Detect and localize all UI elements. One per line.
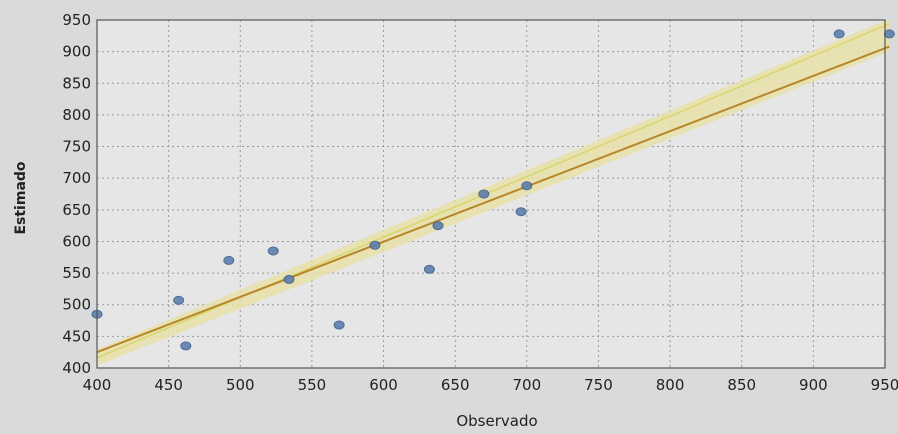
x-tick-label: 900 (799, 376, 828, 394)
y-tick-label: 550 (62, 264, 91, 282)
x-tick-label: 500 (226, 376, 255, 394)
data-point (833, 29, 845, 39)
data-points (91, 29, 895, 351)
y-tick-label: 400 (62, 359, 91, 377)
data-point (883, 29, 895, 39)
regression-line (96, 45, 890, 354)
plot-border (96, 19, 886, 369)
data-point (515, 207, 527, 217)
trend-lines (96, 23, 890, 359)
y-tick-label: 750 (62, 138, 91, 156)
y-tick-label: 450 (62, 327, 91, 345)
data-point (432, 221, 444, 231)
y-tick-labels: 400 450 500 550 600 650 700 750 800 850 900 950 (62, 11, 91, 377)
x-tick-label: 600 (369, 376, 398, 394)
x-tick-label: 650 (441, 376, 470, 394)
x-tick-label: 800 (656, 376, 685, 394)
data-point (369, 240, 381, 250)
y-axis-label: Estimado (13, 161, 29, 234)
x-tick-label: 400 (83, 376, 112, 394)
x-tick-label: 550 (298, 376, 327, 394)
data-point (423, 264, 435, 274)
y-tick-label: 850 (62, 74, 91, 92)
data-point (223, 255, 235, 265)
x-tick-label: 950 (871, 376, 898, 394)
y-tick-label: 950 (62, 11, 91, 29)
x-tick-label: 850 (727, 376, 756, 394)
confidence-band (97, 18, 890, 366)
data-point (267, 246, 279, 256)
x-tick-label: 450 (154, 376, 183, 394)
data-point (173, 295, 185, 305)
data-point (180, 341, 192, 351)
y-tick-label: 600 (62, 232, 91, 250)
x-tick-label: 700 (512, 376, 541, 394)
data-point (478, 189, 490, 199)
data-point (283, 274, 295, 284)
x-tick-label: 750 (584, 376, 613, 394)
y-tick-label: 650 (62, 201, 91, 219)
y-tick-label: 900 (62, 43, 91, 61)
data-point (333, 320, 345, 330)
grid-lines (97, 20, 885, 368)
y-tick-label: 700 (62, 169, 91, 187)
y-tick-label: 800 (62, 106, 91, 124)
x-tick-labels: 400 450 500 550 600 650 700 750 800 850 900 950 (83, 376, 898, 394)
confidence-band-area (97, 18, 890, 366)
y-tick-label: 500 (62, 296, 91, 314)
data-point (521, 181, 533, 191)
x-axis-label: Observado (456, 412, 537, 430)
